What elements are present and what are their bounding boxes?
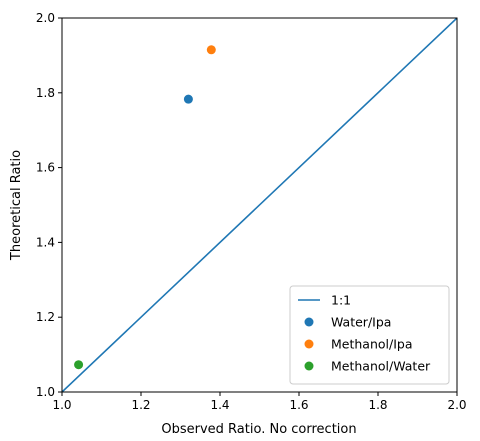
x-axis-label: Observed Ratio. No correction: [161, 422, 356, 437]
x-tick-label-5: 2.0: [447, 398, 466, 412]
x-tick-label-4: 1.8: [368, 398, 387, 412]
y-tick-label-0: 1.0: [36, 385, 55, 399]
legend-label-1-1: 1:1: [331, 293, 351, 308]
legend-label-methanol-water: Methanol/Water: [331, 359, 431, 374]
legend-swatch-methanol-ipa: [304, 339, 314, 349]
reference-line-1-1: [62, 18, 457, 392]
legend-box: [289, 285, 450, 385]
y-tick-label-4: 1.8: [36, 86, 55, 100]
y-tick-label-5: 2.0: [36, 11, 55, 25]
legend-label-water-ipa: Water/Ipa: [331, 315, 391, 330]
data-point-methanol-ipa-0: [206, 45, 216, 55]
legend-label-methanol-ipa: Methanol/Ipa: [331, 337, 413, 352]
axes: 1.0 1.2 1.4 1.6 1.8 2.0 1.0 1.2 1.4 1.6 1.8 2.0: [36, 11, 467, 412]
legend-swatch-water-ipa: [304, 317, 314, 327]
y-tick-label-3: 1.6: [36, 161, 55, 175]
data-point-methanol-water-0: [74, 360, 84, 370]
y-tick-label-1: 1.2: [36, 310, 55, 324]
y-tick-label-2: 1.4: [36, 235, 55, 249]
data-point-water-ipa-0: [183, 94, 193, 104]
x-tick-label-0: 1.0: [52, 398, 71, 412]
x-tick-label-1: 1.2: [131, 398, 150, 412]
x-tick-label-3: 1.6: [289, 398, 308, 412]
axes-frame: [61, 17, 458, 393]
legend: 1:1 Water/Ipa Methanol/Ipa Methanol/Water: [289, 285, 450, 385]
y-axis-label: Theoretical Ratio: [9, 150, 24, 261]
plot-area: [62, 18, 457, 392]
x-tick-label-2: 1.4: [210, 398, 229, 412]
legend-swatch-methanol-water: [304, 361, 314, 371]
